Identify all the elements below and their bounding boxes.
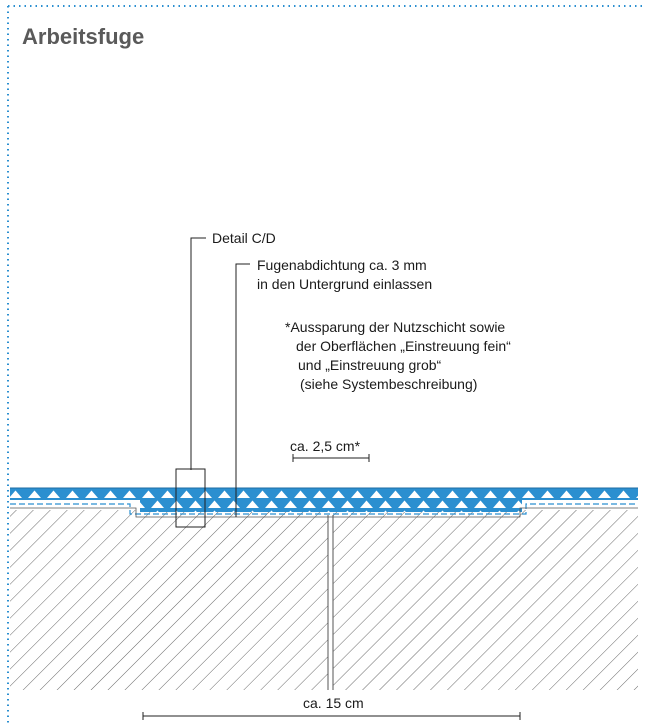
note-line4: (siehe Systembeschreibung): [300, 376, 478, 392]
detail-leader: [190, 237, 206, 470]
concrete-slab-left: [10, 500, 328, 690]
note-line2: der Oberflächen „Einstreuung fein“: [296, 338, 511, 354]
note-line3: und „Einstreuung grob“: [298, 357, 442, 373]
sealing-label-line1: Fugenabdichtung ca. 3 mm: [257, 257, 427, 273]
primer-line: [10, 503, 638, 515]
concrete-slab-right: [333, 500, 638, 690]
sealing-label-line2: in den Untergrund einlassen: [257, 276, 433, 292]
dim-small-label: ca. 2,5 cm*: [290, 438, 361, 454]
sealing-leader: [235, 263, 250, 517]
page-title: Arbeitsfuge: [22, 24, 145, 49]
note-line1: *Aussparung der Nutzschicht sowie: [285, 319, 506, 335]
dim-large-label: ca. 15 cm: [303, 695, 364, 711]
detail-label: Detail C/D: [212, 230, 276, 246]
